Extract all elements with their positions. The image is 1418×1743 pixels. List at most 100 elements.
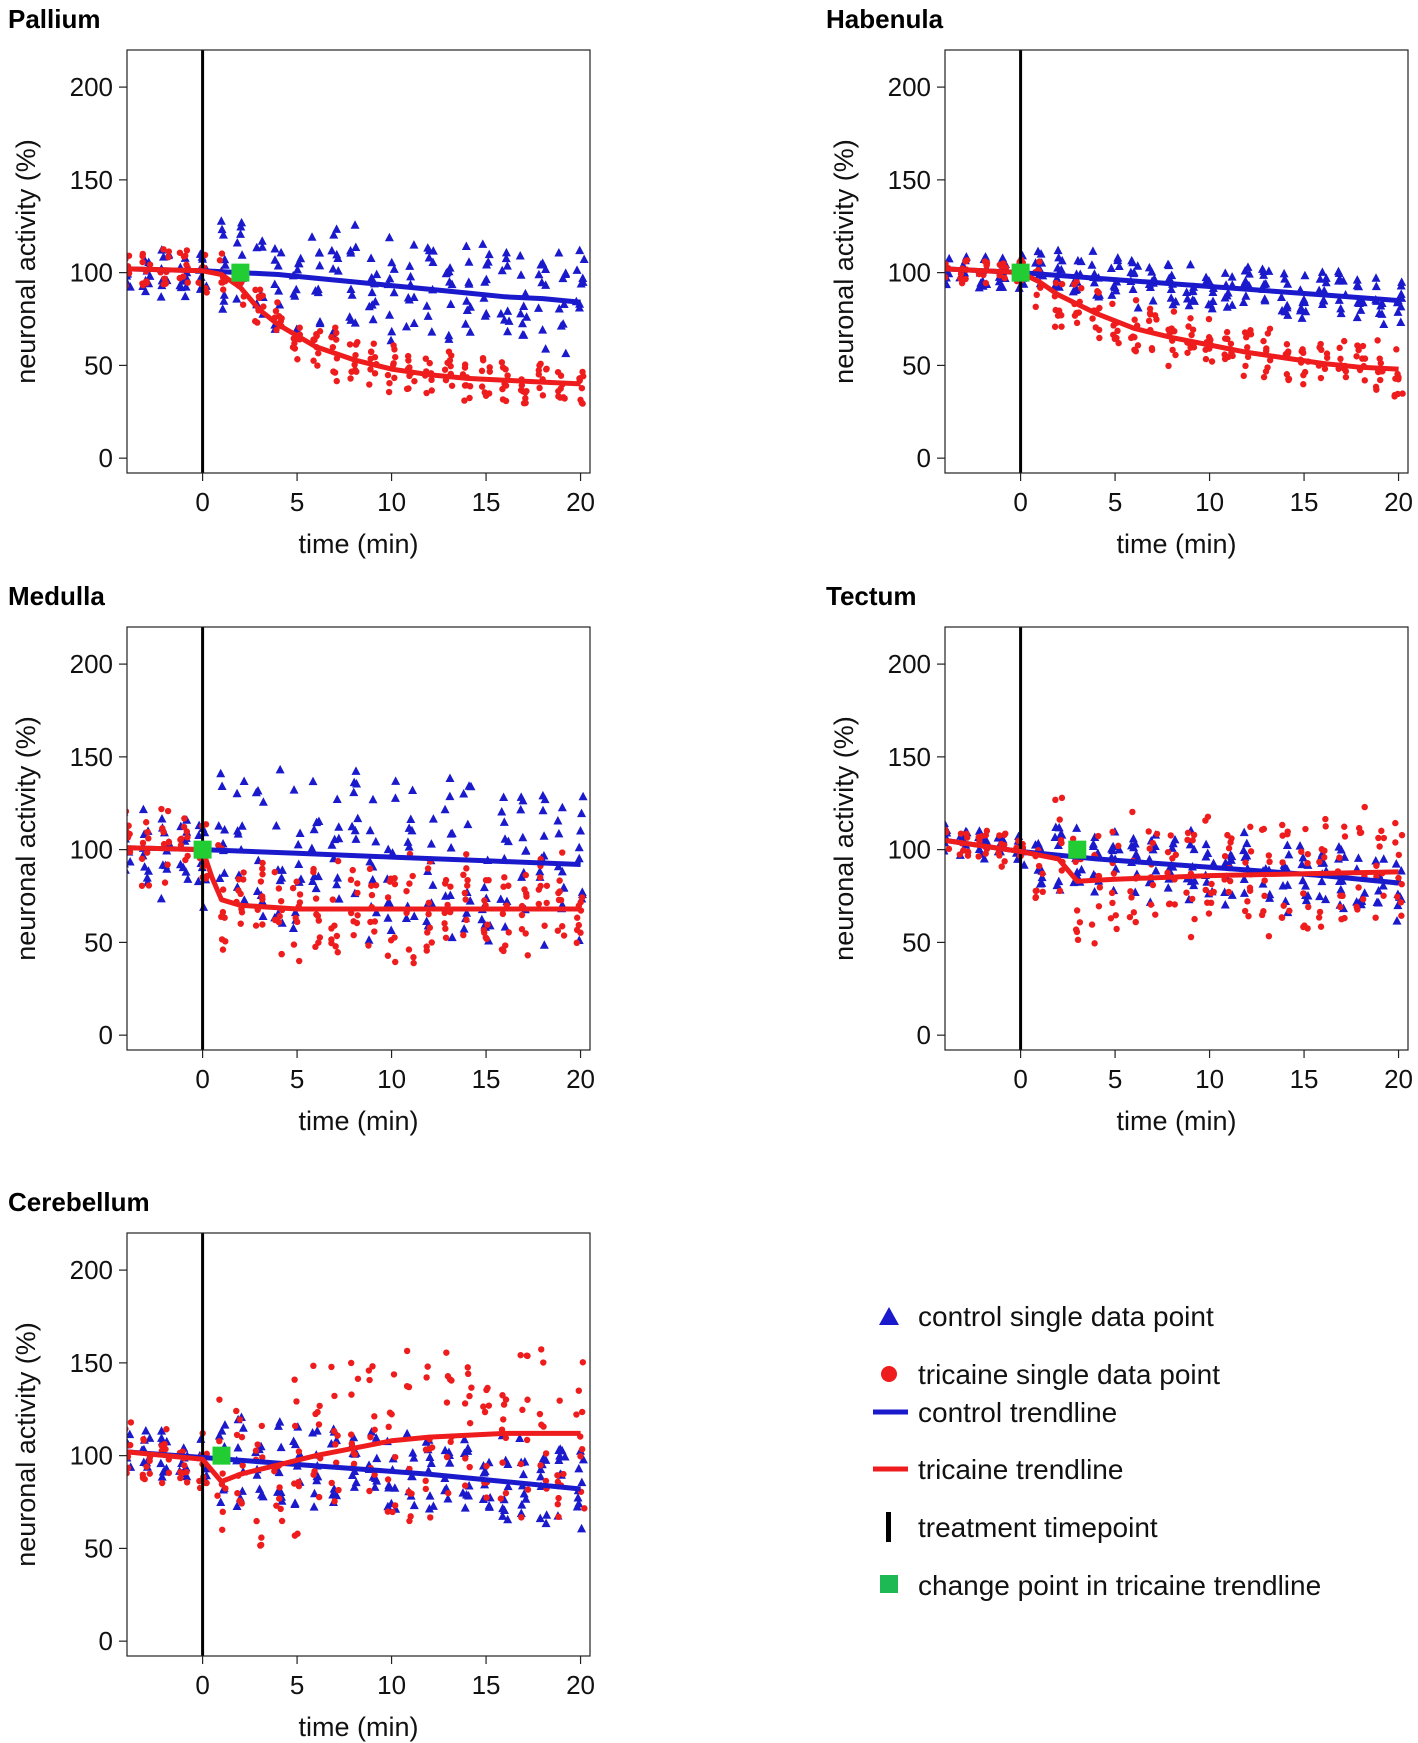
control-point [349,787,359,797]
control-point [1201,852,1211,861]
tricaine-point [405,357,412,364]
tricaine-point [370,340,377,347]
tricaine-point [367,918,374,926]
control-point [1374,308,1384,318]
control-point [534,303,544,312]
control-point [1396,289,1406,298]
tricaine-point [422,1485,430,1493]
tricaine-point [554,927,562,934]
control-point [518,330,528,339]
control-point [499,792,509,802]
plot-frame [126,1232,591,1657]
tricaine-point [500,1401,508,1408]
tricaine-point [403,887,410,895]
tricaine-point [945,845,953,853]
tricaine-point [442,876,450,884]
tricaine-point [499,1392,506,1399]
control-point [274,286,284,295]
tricaine-point [425,899,433,907]
control-point [384,1480,394,1490]
tricaine-point [1372,383,1380,391]
control-point [574,842,584,852]
legend-item-tricaine-trendline: tricaine trendline [873,1454,1123,1485]
tricaine-point [1058,280,1066,288]
tricaine-point [1265,852,1273,859]
tricaine-point [522,399,529,407]
tricaine-point [1076,919,1084,926]
control-point [405,261,415,270]
tricaine-point [448,352,455,359]
tricaine-point [366,381,373,388]
tricaine-point [1260,373,1268,381]
tricaine-point [1301,922,1308,929]
control-point [1321,277,1331,287]
tricaine-point [956,851,964,858]
tricaine-point [518,1514,525,1521]
tricaine-point [127,828,130,835]
tricaine-point [216,1437,223,1445]
tricaine-point [259,859,266,867]
tricaine-point [424,929,431,936]
control-point [1163,259,1173,269]
tricaine-point [165,248,173,255]
x-tick-label: 5 [1108,487,1122,517]
tricaine-point [410,959,417,967]
control-point [1336,308,1346,318]
tricaine-point [1114,327,1121,335]
control-point [503,1481,513,1491]
tricaine-point [1096,884,1104,891]
y-tick-label: 100 [70,1441,113,1471]
control-point [270,243,280,253]
control-point [308,876,318,885]
control-point [276,1487,286,1497]
tricaine-point [1190,344,1198,351]
control-point [496,308,506,318]
tricaine-point [161,1440,168,1448]
tricaine-point [1342,373,1350,381]
control-point [237,821,247,830]
control-point [1319,296,1329,305]
tricaine-point [538,1346,545,1353]
tricaine-point [1241,329,1249,336]
control-point [1053,245,1063,255]
control-point [346,315,356,324]
tricaine-point [481,1408,489,1416]
legend-circle-marker [881,1366,897,1382]
tricaine-point [1377,376,1384,384]
control-point [1295,305,1305,315]
tricaine-point [1398,880,1405,888]
control-point [390,793,400,802]
tricaine-point [1052,306,1059,314]
tricaine-point [162,280,170,287]
tricaine-point [499,1459,506,1466]
tricaine-point [218,936,226,943]
tricaine-point [1283,341,1291,348]
tricaine-point [371,928,378,935]
tricaine-point [1171,901,1178,908]
tricaine-point [310,1471,317,1478]
tricaine-point [390,360,397,367]
tricaine-point [466,394,473,402]
tricaine-point [1166,900,1173,907]
tricaine-point [422,1477,429,1485]
tricaine-point [274,299,281,306]
control-point [327,840,337,849]
control-point [515,250,525,260]
control-point [441,268,451,278]
tricaine-point [1152,911,1159,918]
tricaine-point [1207,889,1215,897]
tricaine-point [1278,914,1286,921]
control-point [349,1432,359,1442]
tricaine-point [183,1468,190,1476]
tricaine-point [365,942,372,949]
tricaine-point [524,952,531,959]
tricaine-point [233,1431,241,1439]
tricaine-point [502,1396,510,1403]
tricaine-point [316,934,324,941]
control-point [1372,897,1382,907]
control-point [315,318,325,328]
tricaine-point [276,1484,283,1491]
control-point [974,282,984,292]
control-point [1279,268,1289,278]
